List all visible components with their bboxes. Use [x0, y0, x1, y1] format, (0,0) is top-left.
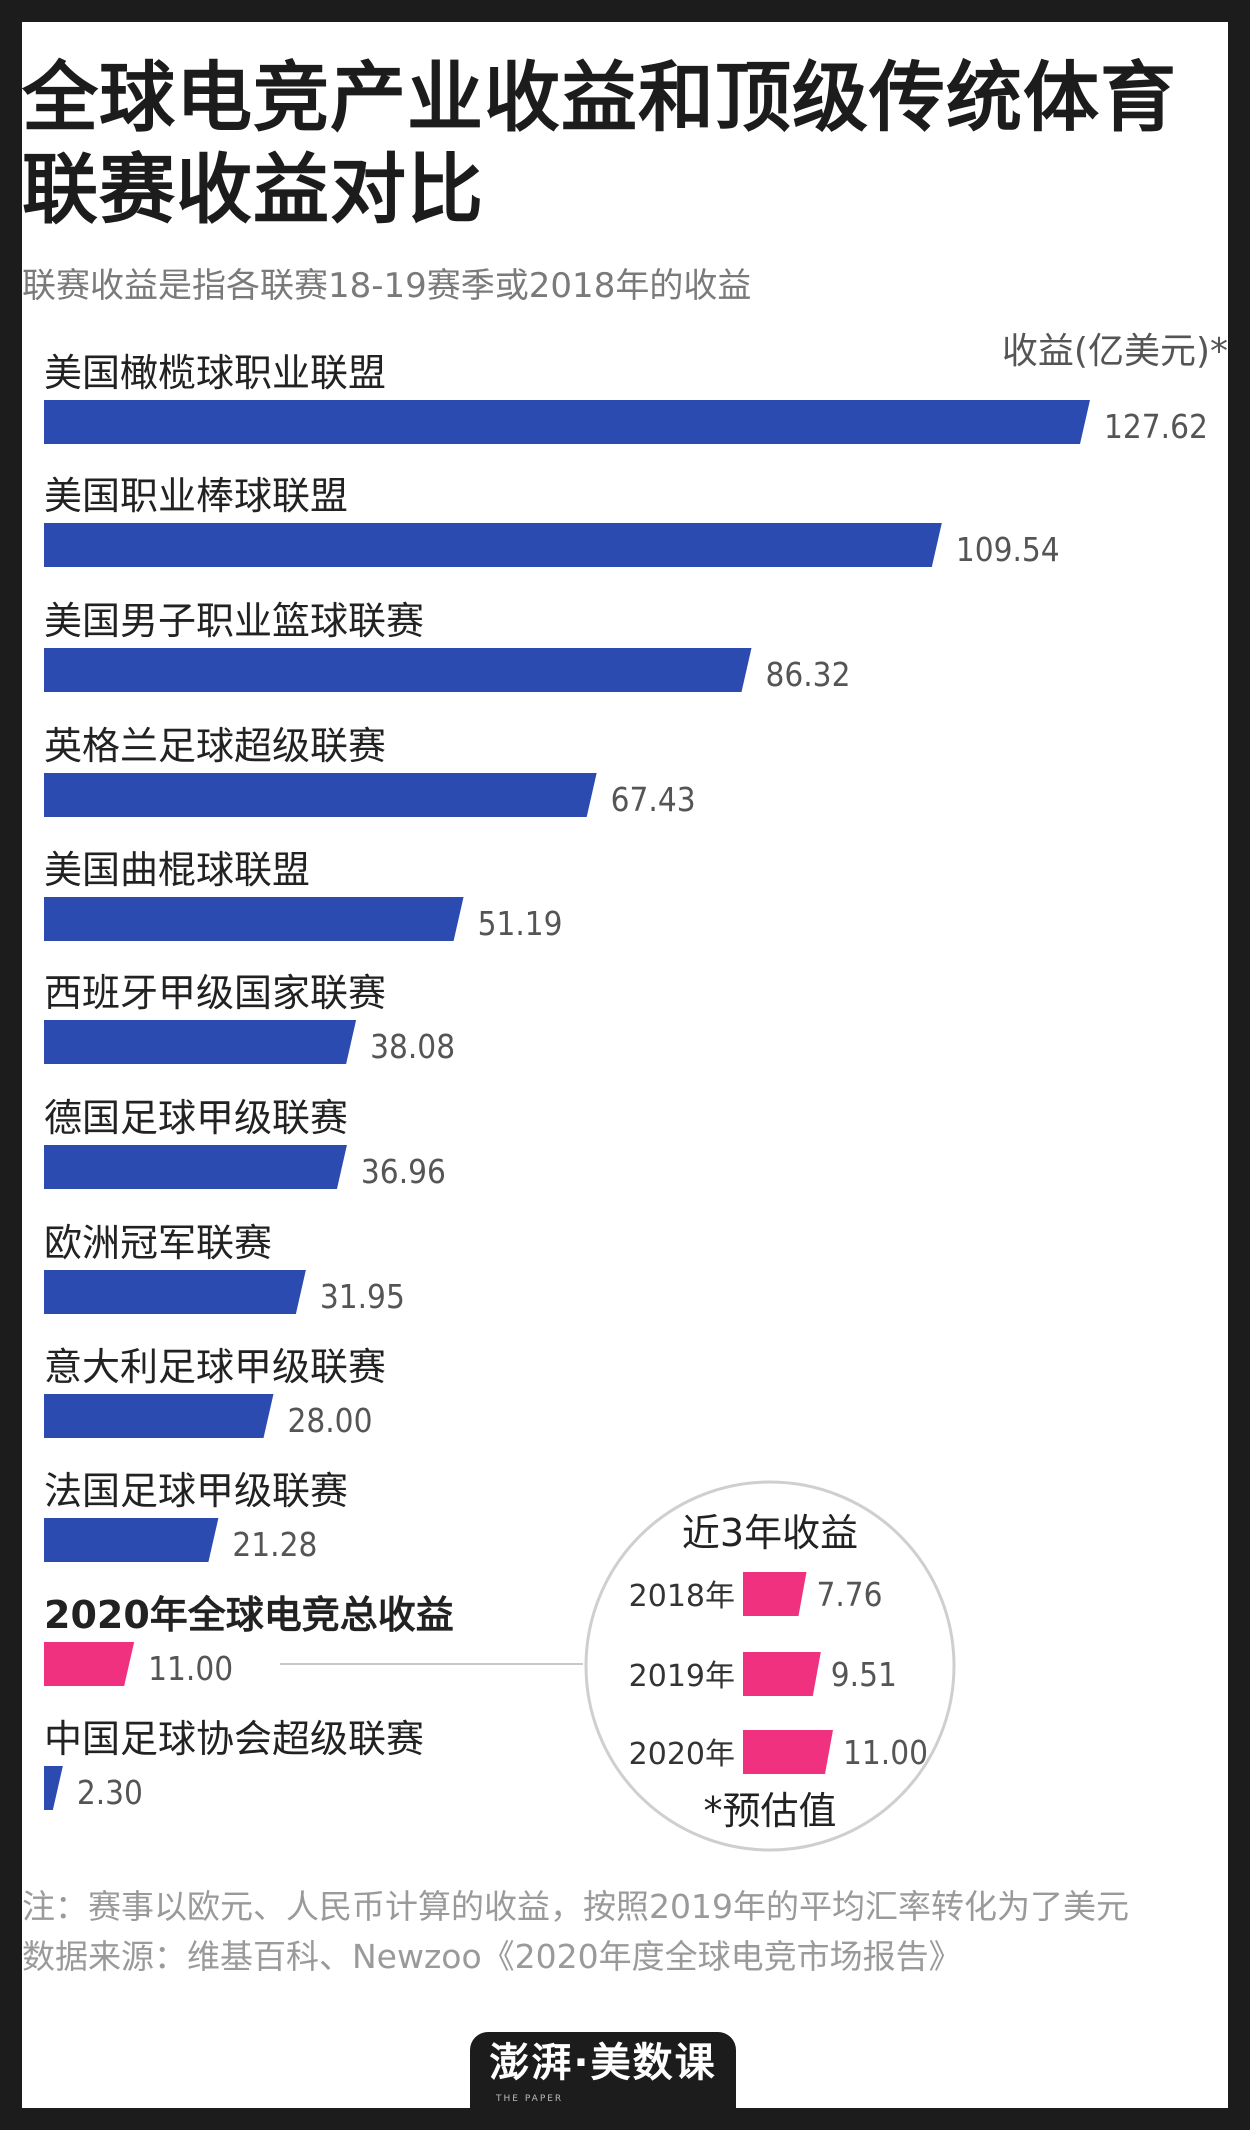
- data-source-text: 数据来源：维基百科、Newzoo《2020年度全球电竞市场报告》: [22, 1937, 962, 1976]
- value-label-12: 2.30: [77, 1773, 143, 1812]
- bar-12: [44, 1766, 63, 1810]
- inset-bar-2: [743, 1652, 821, 1696]
- logo-brand: 澎湃·美数课: [489, 2040, 717, 2086]
- category-label-7: 德国足球甲级联赛: [44, 1096, 348, 1140]
- bar-1: [44, 400, 1090, 444]
- inset-value-2: 9.51: [831, 1655, 897, 1694]
- category-label-2: 美国职业棒球联盟: [44, 474, 348, 518]
- inset-category-1: 2018年: [629, 1579, 735, 1614]
- inset-annotation: *预估值: [703, 1789, 836, 1833]
- category-label-12: 中国足球协会超级联赛: [44, 1717, 424, 1761]
- chart-subtitle: 联赛收益是指各联赛18-19赛季或2018年的收益: [22, 266, 752, 306]
- value-label-7: 36.96: [361, 1152, 446, 1191]
- value-label-10: 21.28: [232, 1525, 317, 1564]
- bar-2: [44, 523, 942, 567]
- category-label-9: 意大利足球甲级联赛: [44, 1345, 386, 1389]
- category-label-10: 法国足球甲级联赛: [44, 1469, 348, 1513]
- value-label-9: 28.00: [287, 1401, 372, 1440]
- bar-11: [44, 1642, 135, 1686]
- note-text: 注：赛事以欧元、人民币计算的收益，按照2019年的平均汇率转化为了美元: [22, 1887, 1129, 1926]
- value-label-6: 38.08: [370, 1027, 455, 1066]
- category-label-6: 西班牙甲级国家联赛: [44, 971, 386, 1015]
- logo-subtext: THE PAPER: [496, 2094, 564, 2104]
- inset-bar-1: [743, 1572, 807, 1616]
- value-label-8: 31.95: [320, 1277, 405, 1316]
- chart-title-line-2: 联赛收益对比: [22, 145, 484, 234]
- bar-10: [44, 1518, 219, 1562]
- category-label-11: 2020年全球电竞总收益: [44, 1593, 454, 1637]
- category-label-1: 美国橄榄球职业联盟: [44, 351, 386, 395]
- bar-3: [44, 648, 752, 692]
- bar-4: [44, 773, 597, 817]
- bar-5: [44, 897, 464, 941]
- inset-title: 近3年收益: [682, 1511, 858, 1555]
- value-label-2: 109.54: [956, 530, 1060, 569]
- inset-bar-3: [743, 1730, 833, 1774]
- inset-value-3: 11.00: [843, 1733, 928, 1772]
- unit-label: 收益(亿美元)*: [1001, 331, 1228, 372]
- value-label-1: 127.62: [1104, 407, 1208, 446]
- category-label-4: 英格兰足球超级联赛: [44, 724, 386, 768]
- inset-value-1: 7.76: [816, 1575, 882, 1614]
- bar-9: [44, 1394, 274, 1438]
- value-label-4: 67.43: [611, 780, 696, 819]
- bar-7: [44, 1145, 347, 1189]
- value-label-3: 86.32: [765, 655, 850, 694]
- inset-category-3: 2020年: [629, 1737, 735, 1772]
- category-label-3: 美国男子职业篮球联赛: [44, 599, 424, 643]
- bar-chart: 美国橄榄球职业联盟 127.62 美国职业棒球联盟 109.54 美国男子职业篮球联赛 8…: [44, 351, 1208, 1852]
- category-label-5: 美国曲棍球联盟: [44, 848, 310, 892]
- footnote: 注：赛事以欧元、人民币计算的收益，按照2019年的平均汇率转化为了美元 数据来源…: [22, 1882, 1192, 1982]
- chart-title: 全球电竞产业收益和顶级传统体育 联赛收益对比: [22, 52, 1192, 236]
- chart-title-line-1: 全球电竞产业收益和顶级传统体育: [22, 53, 1177, 142]
- bar-6: [44, 1020, 357, 1064]
- category-label-8: 欧洲冠军联赛: [44, 1221, 272, 1265]
- inset-circle: [584, 1480, 956, 1852]
- infographic-card: [22, 22, 1228, 2108]
- publisher-logo: 澎湃·美数课 THE PAPER: [470, 2032, 736, 2108]
- value-label-5: 51.19: [478, 904, 563, 943]
- bar-8: [44, 1270, 306, 1314]
- inset-category-2: 2019年: [629, 1659, 735, 1694]
- value-label-11: 11.00: [148, 1649, 233, 1688]
